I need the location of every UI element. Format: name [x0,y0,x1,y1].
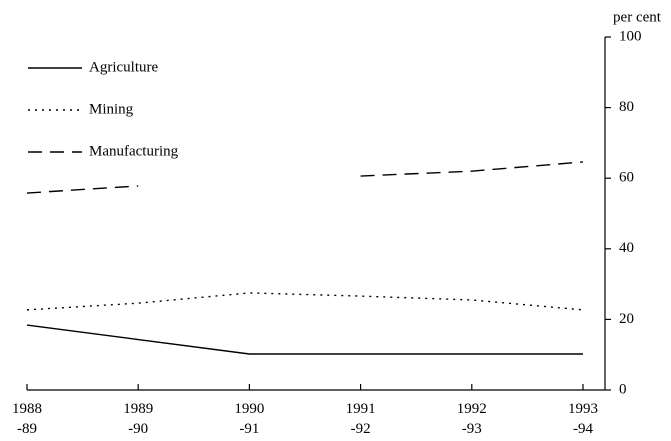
legend-label: Manufacturing [89,143,179,159]
y-tick-label: 20 [619,311,634,327]
x-tick-year: 1988 [12,401,42,417]
x-tick-year: 1989 [123,401,153,417]
y-tick-label: 0 [619,381,627,397]
y-tick-label: 80 [619,99,634,115]
series-line [26,324,583,355]
x-tick-label: 1990 -91 [234,401,264,437]
x-tick-label: 1993 -94 [568,401,598,437]
x-tick-year: 1990 [234,401,264,417]
x-tick-year: 1991 [346,401,376,417]
y-axis-label: per cent [613,9,662,25]
x-tick-year: 1993 [568,401,598,417]
x-tick-label: 1992 -93 [457,401,487,437]
x-tick-year-end: -90 [128,421,148,437]
x-tick-label: 1989 -90 [123,401,153,437]
y-tick-label: 60 [619,170,634,186]
x-tick-year-end: -91 [239,421,259,437]
x-tick-year: 1992 [457,401,487,417]
legend-label: Agriculture [89,59,158,75]
x-tick-label: 1991 -92 [346,401,376,437]
legend-label: Mining [89,101,134,117]
series-line [26,292,584,311]
x-tick-year-end: -93 [462,421,482,437]
x-tick-year-end: -94 [573,421,593,437]
y-tick-label: 40 [619,240,634,256]
x-tick-year-end: -92 [351,421,371,437]
y-tick-label: 100 [619,28,642,44]
x-tick-year-end: -89 [17,421,37,437]
x-tick-label: 1988 -89 [12,401,42,437]
series-line [26,161,584,194]
